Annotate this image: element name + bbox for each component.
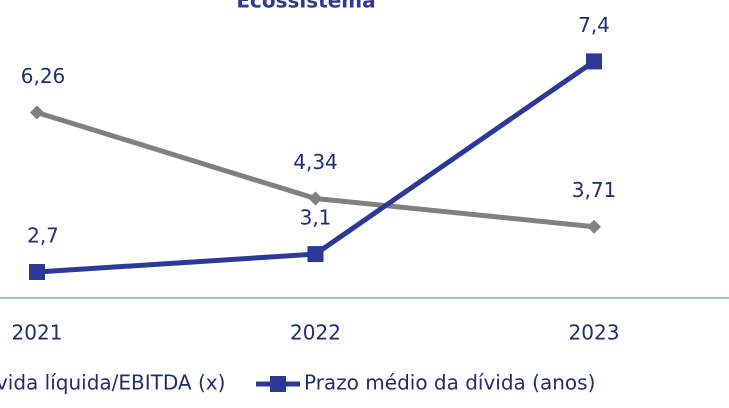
data-label: 6,26 (21, 64, 66, 88)
legend-label: Prazo médio da dívida (anos) (304, 371, 595, 395)
chart-title: Ecossistema (236, 0, 375, 13)
data-label: 3,1 (300, 206, 332, 230)
x-tick-label: 2021 (12, 321, 63, 345)
marker (307, 246, 324, 263)
x-tick-label: 2023 (569, 321, 620, 345)
marker (308, 191, 323, 206)
data-label: 4,34 (293, 150, 338, 174)
data-label: 3,71 (572, 178, 617, 202)
marker (30, 105, 44, 120)
legend-label: Dívida líquida/EBITDA (x) (0, 371, 225, 395)
marker (587, 219, 601, 234)
data-label: 2,7 (27, 224, 59, 248)
marker (586, 53, 602, 70)
x-tick-label: 2022 (290, 321, 341, 345)
marker (29, 264, 45, 281)
data-label: 7,4 (578, 13, 610, 37)
legend-marker (270, 376, 286, 392)
